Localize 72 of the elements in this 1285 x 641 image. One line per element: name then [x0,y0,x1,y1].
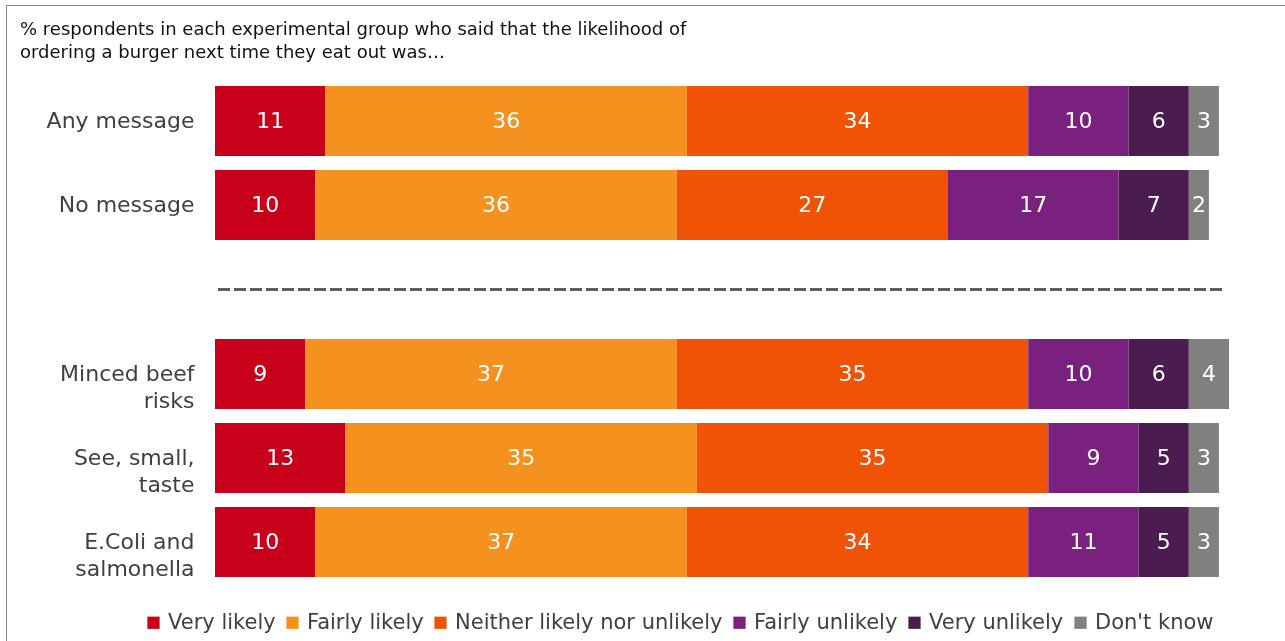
data-label: 11 [1069,529,1098,554]
bar [676,170,948,240]
y-tick-label: See, small, taste [73,445,195,497]
data-label: 13 [266,445,295,470]
bar [1138,507,1189,577]
bar [215,423,346,493]
bar [1188,86,1219,156]
bar [696,423,1049,493]
y-tick-label: E.Coli and salmonella [75,529,195,581]
legend-label: Very likely [168,609,276,634]
bar [215,86,326,156]
bar [1128,339,1189,409]
bar [315,507,687,577]
bar [215,507,316,577]
legend-label: Fairly unlikely [754,609,898,634]
data-label: 6 [1151,108,1166,133]
data-label: 7 [1146,192,1161,217]
y-tick-label: Any message [46,108,195,133]
bar [1118,170,1189,240]
data-label: 36 [492,108,521,133]
bar [686,86,1029,156]
data-label: 10 [251,192,280,217]
data-label: 35 [858,445,887,470]
data-label: 2 [1191,192,1206,217]
bar [1188,507,1219,577]
data-label: 34 [843,529,872,554]
bar [1128,86,1189,156]
data-label: 11 [256,108,285,133]
bar [1028,339,1129,409]
data-label: 10 [251,529,280,554]
y-tick-label: No message [58,192,195,217]
bar [676,339,1029,409]
data-label: 34 [843,108,872,133]
bar [686,507,1029,577]
bar [325,86,687,156]
legend-label: Fairly likely [307,609,424,634]
chart-subtitle: % respondents in each experimental group who said that the likelihood of ordering a burger next time they eat out was… [20,17,688,63]
bar [215,339,306,409]
bar [1188,423,1219,493]
data-label: 10 [1064,108,1093,133]
bar [215,170,316,240]
data-label: 35 [838,361,867,386]
bar [1188,339,1229,409]
y-tick-label: Minced beef risks [60,361,196,413]
data-label: 9 [1086,445,1101,470]
data-label: 5 [1156,445,1171,470]
legend-label: Very unlikely [929,609,1064,634]
bar [1028,86,1129,156]
data-label: 10 [1064,361,1093,386]
data-label: 3 [1196,108,1211,133]
bar [315,170,677,240]
data-label: 35 [507,445,536,470]
data-label: 6 [1151,361,1166,386]
bar [345,423,697,493]
data-label: 37 [477,361,506,386]
bar [305,339,677,409]
data-label: 27 [798,192,827,217]
data-label: 9 [253,361,268,386]
bar [1138,423,1189,493]
data-label: 4 [1201,361,1216,386]
bar [947,170,1119,240]
bar [1048,423,1139,493]
legend-label: Don't know [1095,609,1214,634]
data-label: 37 [487,529,516,554]
data-label: 5 [1156,529,1171,554]
bar [1188,170,1209,240]
data-label: 3 [1196,445,1211,470]
data-label: 36 [482,192,511,217]
data-label: 17 [1019,192,1048,217]
bar [1028,507,1139,577]
data-label: 3 [1196,529,1211,554]
legend-label: Neither likely nor unlikely [455,609,723,634]
